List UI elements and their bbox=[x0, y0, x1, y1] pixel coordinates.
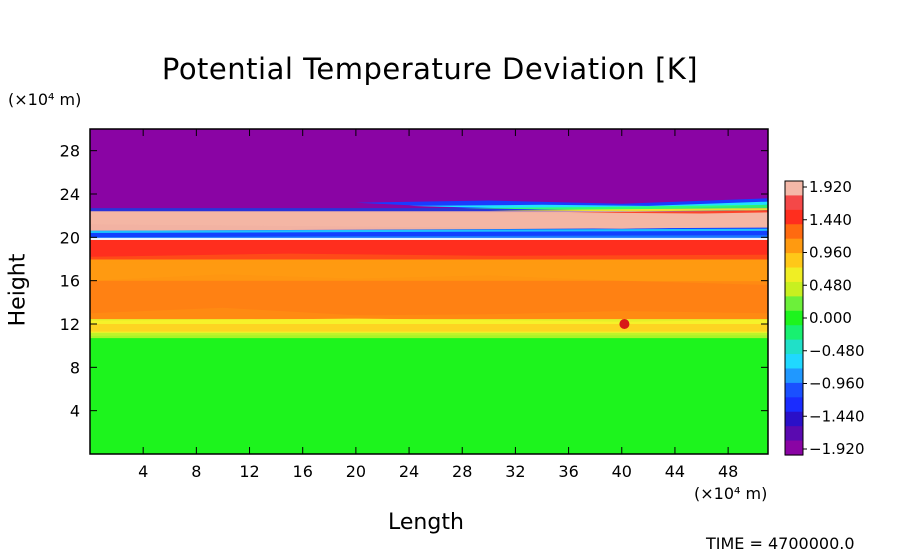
x-tick-label: 16 bbox=[293, 462, 313, 481]
x-tick-label: 32 bbox=[505, 462, 525, 481]
red-streak bbox=[568, 210, 768, 214]
y-tick-label: 16 bbox=[60, 272, 80, 291]
y-tick-label: 12 bbox=[60, 315, 80, 334]
upper-orange bbox=[90, 263, 768, 281]
colorbar-swatch bbox=[785, 281, 803, 297]
colorbar: 1.920 1.440 0.960 0.480 0.000 −0.480 −0.960 −1.… bbox=[784, 178, 865, 458]
colorbar-tick-label: 0.480 bbox=[809, 276, 852, 294]
yellow-orange bbox=[90, 324, 768, 332]
colorbar-swatch bbox=[785, 195, 803, 211]
y-tick-label: 24 bbox=[60, 185, 80, 204]
colorbar-swatch bbox=[785, 382, 803, 398]
colorbar-swatch bbox=[785, 296, 803, 312]
colorbar-swatch bbox=[785, 411, 803, 427]
cyan-lower bbox=[90, 228, 768, 233]
pink-band bbox=[90, 211, 768, 229]
x-tick-label: 4 bbox=[138, 462, 148, 481]
plot-frame bbox=[89, 128, 769, 455]
x-axis-label: Length bbox=[388, 510, 464, 535]
colorbar-swatch bbox=[785, 209, 803, 225]
colorbar-tick-label: 0.960 bbox=[809, 244, 852, 262]
x-tick-label: 48 bbox=[718, 462, 738, 481]
x-tick-label: 8 bbox=[191, 462, 201, 481]
hot-spot bbox=[619, 319, 630, 329]
colorbar-swatch bbox=[785, 426, 803, 442]
thin-line bbox=[90, 237, 768, 240]
y-axis-unit: (×10⁴ m) bbox=[8, 90, 82, 109]
colorbar-tick-label: 0.000 bbox=[809, 309, 852, 327]
x-tick-label: 28 bbox=[452, 462, 472, 481]
x-tick-label: 20 bbox=[346, 462, 366, 481]
y-tick-label: 20 bbox=[60, 228, 80, 247]
heatmap-field bbox=[90, 129, 768, 454]
colorbar-swatch bbox=[785, 181, 803, 197]
y-tick-label: 8 bbox=[70, 358, 80, 377]
y-tick-label: 4 bbox=[70, 402, 80, 421]
colorbar-tick-label: −1.440 bbox=[809, 407, 865, 425]
orange-variation bbox=[90, 274, 768, 316]
colorbar-tick-label: −1.920 bbox=[809, 440, 865, 458]
colorbar-swatch bbox=[785, 354, 803, 370]
x-axis-unit: (×10⁴ m) bbox=[694, 484, 768, 503]
yellow-streak bbox=[488, 208, 768, 212]
colorbar-swatch bbox=[785, 440, 803, 456]
colorbar-swatch bbox=[785, 397, 803, 413]
x-tick-label: 44 bbox=[665, 462, 685, 481]
colorbar-swatch bbox=[785, 238, 803, 254]
colorbar-tick-label: 1.440 bbox=[809, 211, 852, 229]
x-tick-label: 36 bbox=[558, 462, 578, 481]
x-tick-label: 24 bbox=[399, 462, 419, 481]
green-yellow bbox=[90, 332, 768, 339]
colorbar-tick-label: −0.480 bbox=[809, 342, 865, 360]
layer-7 bbox=[90, 129, 768, 211]
red-band bbox=[90, 239, 768, 257]
chart-title: Potential Temperature Deviation [K] bbox=[161, 52, 699, 86]
colorbar-swatch bbox=[785, 224, 803, 240]
colorbar-swatch bbox=[785, 253, 803, 269]
colorbar-swatch bbox=[785, 267, 803, 283]
colorbar-swatch bbox=[785, 368, 803, 384]
y-tick-label: 28 bbox=[60, 142, 80, 161]
x-tick-label: 40 bbox=[612, 462, 632, 481]
x-tick-label: 12 bbox=[239, 462, 259, 481]
colorbar-tick-label: −0.960 bbox=[809, 375, 865, 393]
colorbar-swatch bbox=[785, 310, 803, 326]
layer-0 bbox=[90, 334, 768, 454]
colorbar-tick-label: 1.920 bbox=[809, 178, 852, 196]
colorbar-swatch bbox=[785, 325, 803, 341]
colorbar-swatch bbox=[785, 339, 803, 355]
